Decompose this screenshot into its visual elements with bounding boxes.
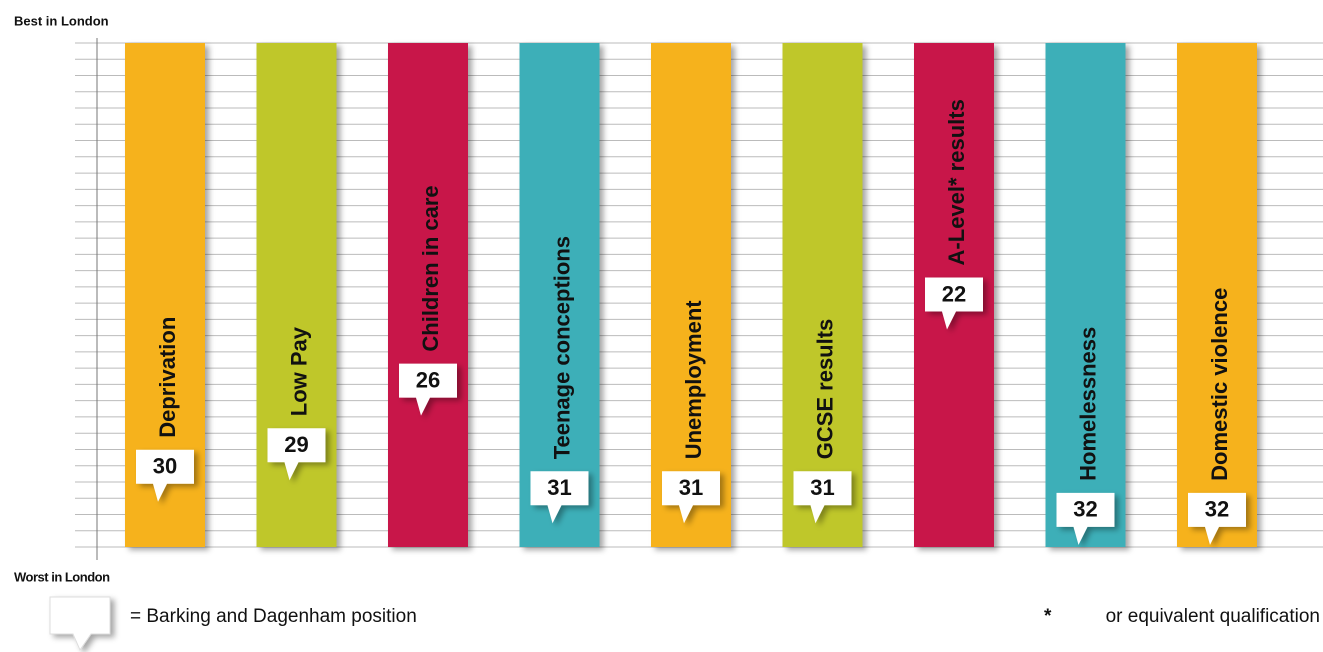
marker-box	[793, 471, 852, 524]
value-label: 26	[416, 367, 440, 392]
value-label: 22	[942, 281, 966, 306]
marker-box	[399, 363, 457, 416]
footnote: or equivalent qualification	[1106, 606, 1320, 627]
bottom-label: Worst in London	[14, 569, 110, 584]
value-label: 31	[679, 475, 703, 500]
category-label: Teenage conceptions	[549, 236, 574, 459]
marker-box	[530, 471, 589, 524]
bar	[1045, 43, 1126, 547]
footnote-mark: *	[1044, 606, 1052, 627]
position-marker	[267, 428, 326, 481]
marker-box	[267, 428, 326, 481]
category-label: Deprivation	[155, 317, 180, 438]
value-label: 31	[547, 475, 571, 500]
value-label: 31	[810, 475, 834, 500]
bar	[256, 43, 337, 547]
category-label: A-Level* results	[944, 99, 969, 265]
value-label: 32	[1205, 497, 1229, 522]
bar	[651, 43, 731, 547]
value-label: 32	[1073, 497, 1097, 522]
position-marker	[662, 471, 720, 524]
bar	[782, 43, 863, 547]
marker-box	[1056, 492, 1115, 545]
category-label: Children in care	[418, 185, 443, 351]
bar	[388, 43, 468, 547]
value-label: 30	[153, 454, 177, 479]
position-marker	[793, 471, 852, 524]
bar	[1177, 43, 1257, 547]
position-marker	[530, 471, 589, 524]
position-marker	[1056, 492, 1115, 545]
legend-label: = Barking and Dagenham position	[130, 606, 417, 627]
bar	[519, 43, 600, 547]
category-label: GCSE results	[812, 319, 837, 460]
position-marker	[399, 363, 457, 416]
value-label: 29	[284, 432, 308, 457]
category-label: Low Pay	[286, 326, 311, 416]
marker-box	[136, 449, 194, 502]
position-marker	[1188, 492, 1246, 545]
marker-box	[1188, 492, 1246, 545]
legend-marker	[49, 596, 111, 652]
category-label: Domestic violence	[1207, 288, 1232, 481]
top-label: Best in London	[14, 13, 109, 28]
marker-box	[662, 471, 720, 524]
position-marker	[136, 449, 194, 502]
position-marker	[925, 277, 983, 330]
marker-box	[925, 277, 983, 330]
category-label: Homelessness	[1075, 327, 1100, 481]
category-label: Unemployment	[681, 300, 706, 460]
